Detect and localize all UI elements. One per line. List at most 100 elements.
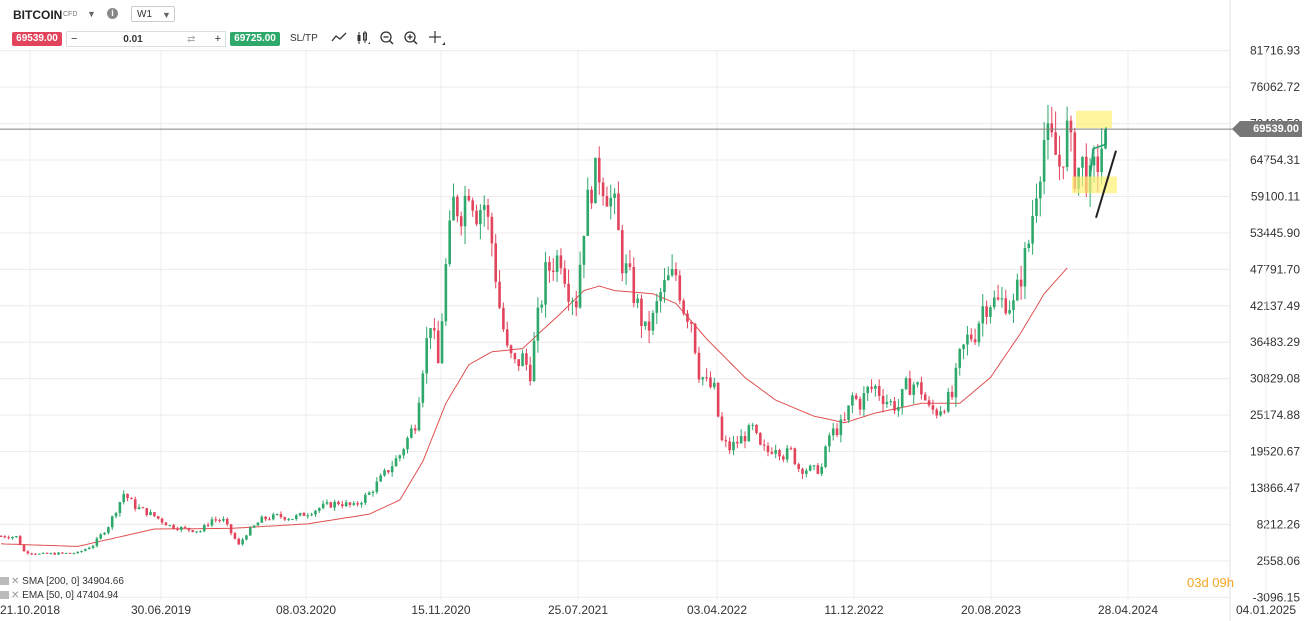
indicator-icon: [0, 577, 9, 585]
buy-button[interactable]: 69725.00: [230, 32, 280, 46]
candle-body: [743, 435, 747, 442]
candle-body: [1023, 248, 1027, 287]
symbol-dropdown-icon[interactable]: ▼: [87, 9, 96, 19]
candle-body: [782, 456, 785, 460]
zoom-out-icon[interactable]: [379, 30, 395, 50]
candle-body: [15, 536, 18, 538]
candle-body: [828, 435, 831, 447]
volume-stepper[interactable]: − 0.01 ⇄ +: [66, 31, 226, 47]
candle-body: [1042, 140, 1046, 182]
support-zone-highlight: [1072, 176, 1117, 194]
sltp-button[interactable]: SL/TP: [290, 33, 318, 44]
candle-body: [72, 553, 76, 555]
candle-body: [1054, 132, 1057, 155]
candle-body: [996, 297, 1000, 300]
candle-body: [1096, 156, 1100, 172]
candle-body: [440, 321, 444, 364]
candle-body: [774, 450, 777, 454]
candle-body: [843, 419, 846, 421]
candle-body: [233, 533, 237, 539]
candle-body: [1061, 166, 1065, 168]
timeframe-select[interactable]: W1 ▼: [131, 6, 175, 22]
candle-body: [61, 552, 64, 554]
candle-body: [705, 377, 708, 379]
candle-body: [643, 321, 647, 327]
candle-body: [325, 502, 329, 504]
candle-body: [697, 352, 701, 380]
y-tick-label: 64754.31: [1250, 153, 1300, 167]
sell-button[interactable]: 69539.00: [12, 32, 62, 46]
candle-body: [670, 269, 674, 276]
candle-body: [1058, 154, 1061, 167]
flag-trend-line: [1095, 150, 1117, 219]
chevron-down-icon: ▼: [162, 10, 171, 20]
decrease-button[interactable]: −: [71, 33, 78, 45]
candle-body: [1000, 298, 1004, 300]
candle-body: [118, 502, 122, 514]
candle-body: [969, 334, 973, 340]
remove-icon[interactable]: ✕: [11, 576, 20, 587]
candle-body: [682, 300, 685, 314]
ema-legend[interactable]: ✕ EMA [50, 0] 47404.94: [0, 590, 118, 601]
candle-body: [528, 364, 532, 382]
crosshair-icon[interactable]: [428, 30, 446, 50]
candle-body: [475, 210, 478, 225]
candle-body: [498, 281, 501, 308]
y-tick-label: 30829.08: [1250, 372, 1300, 386]
candle-body: [279, 514, 283, 518]
candle-body: [103, 532, 106, 535]
info-icon[interactable]: i: [107, 8, 118, 19]
candle-body: [394, 458, 398, 467]
candle-body: [360, 502, 363, 505]
candle-body: [632, 267, 636, 303]
candle-body: [252, 525, 256, 528]
swap-icon[interactable]: ⇄: [187, 34, 196, 45]
candle-body: [41, 552, 45, 554]
x-tick-label: 04.01.2025: [1236, 603, 1296, 617]
zoom-in-icon[interactable]: [403, 30, 419, 50]
candle-body: [248, 527, 252, 536]
candle-body: [505, 329, 509, 346]
candle-body: [678, 275, 682, 301]
candle-body: [793, 448, 797, 465]
x-tick-label: 28.04.2024: [1098, 603, 1158, 617]
candle-body: [130, 498, 133, 500]
candlestick-icon[interactable]: [355, 30, 371, 50]
candle-body: [375, 481, 379, 492]
candle-body: [739, 435, 743, 444]
candle-body: [122, 493, 126, 503]
candle-countdown: 03d 09h: [1187, 575, 1234, 590]
candle-body: [571, 300, 574, 302]
remove-icon[interactable]: ✕: [11, 590, 20, 601]
line-chart-icon[interactable]: [331, 30, 347, 48]
candle-body: [854, 395, 858, 399]
candle-body: [831, 428, 835, 436]
candle-body: [532, 340, 536, 382]
candle-body: [858, 398, 862, 410]
sma-legend[interactable]: ✕ SMA [200, 0] 34904.66: [0, 576, 124, 587]
candle-body: [271, 514, 275, 520]
candle-body: [133, 499, 137, 509]
candle-body: [916, 382, 919, 385]
candle-body: [398, 455, 402, 459]
candle-body: [835, 428, 839, 436]
candle-body: [1027, 243, 1031, 249]
candle-body: [99, 534, 103, 539]
candle-body: [291, 519, 294, 521]
candle-body: [34, 553, 37, 555]
volume-input[interactable]: 0.01: [123, 34, 143, 45]
candle-body: [770, 452, 774, 454]
candle-body: [1081, 156, 1084, 168]
candle-body: [751, 424, 754, 426]
candle-body: [954, 367, 958, 398]
candle-body: [862, 393, 866, 410]
current-price-tag: 69539.00: [1232, 121, 1302, 137]
candle-body: [22, 545, 26, 552]
symbol-name[interactable]: BITCOIN: [13, 8, 63, 22]
candle-body: [736, 441, 739, 444]
candle-body: [260, 516, 264, 523]
candle-body: [666, 275, 670, 281]
candle-body: [433, 328, 436, 331]
increase-button[interactable]: +: [214, 33, 221, 45]
